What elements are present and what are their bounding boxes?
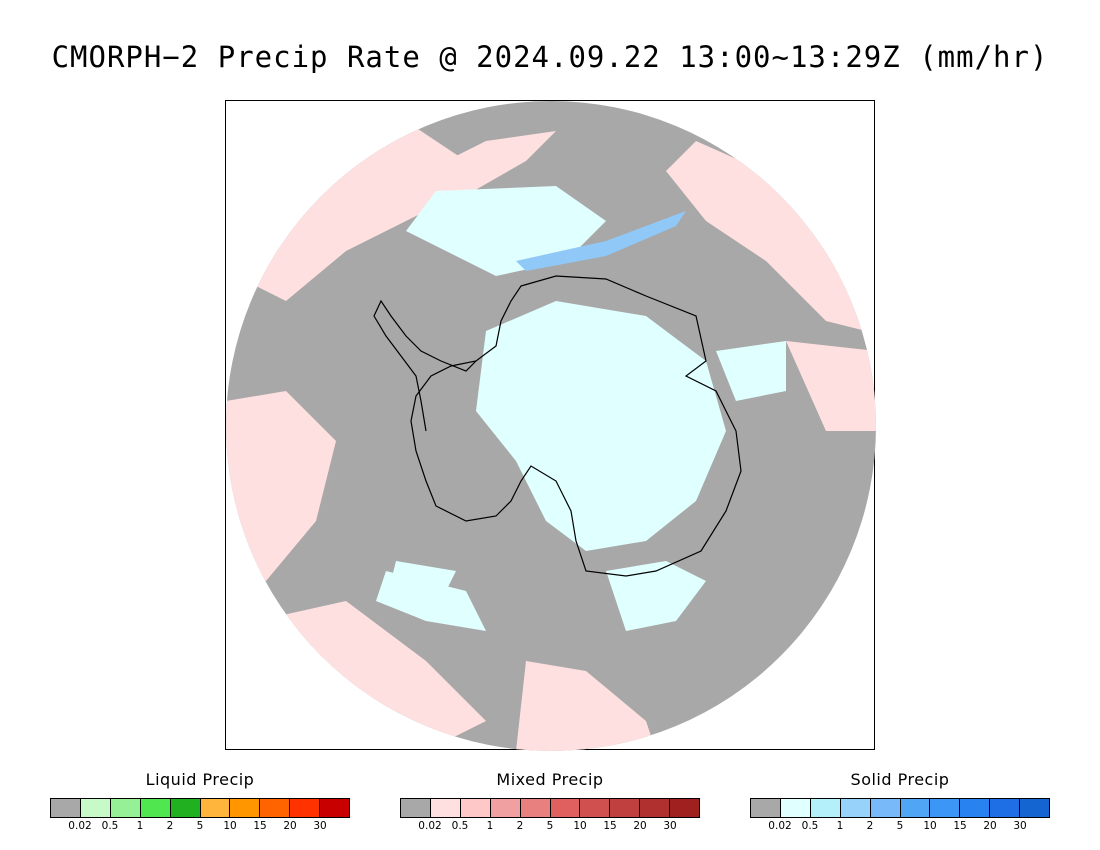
legend-tick-label: 0.02 — [768, 820, 792, 832]
legend-ticks-liquid: 0.02 0.5 1 2 5 10 15 20 30 — [50, 820, 350, 834]
legend-swatch — [610, 799, 641, 817]
legend-swatch — [490, 799, 521, 817]
precip-map — [226, 101, 876, 751]
solid-precip-region — [716, 341, 786, 401]
legend-swatch — [200, 799, 231, 817]
legend-tick-label: 20 — [633, 820, 647, 832]
legend-tick-label: 0.5 — [101, 820, 119, 832]
legend-swatch — [780, 799, 811, 817]
antarctica-coastline — [410, 275, 742, 577]
legend-tick-label: 15 — [953, 820, 967, 832]
legend-liquid: Liquid Precip 0.02 0.5 1 2 5 10 15 20 30 — [50, 770, 350, 834]
map-title: CMORPH−2 Precip Rate @ 2024.09.22 13:00~… — [51, 40, 1049, 74]
legend-tick-label: 5 — [196, 820, 204, 832]
legend-tick-label: 15 — [253, 820, 267, 832]
legend-tick-label: 20 — [983, 820, 997, 832]
solid-precip-band — [516, 211, 686, 271]
solid-precip-region — [606, 561, 706, 631]
legend-swatch — [230, 799, 261, 817]
legend-swatch — [580, 799, 611, 817]
legend-tick-label: 0.5 — [801, 820, 819, 832]
legend-solid: Solid Precip 0.02 0.5 1 2 5 10 15 20 30 — [750, 770, 1050, 834]
legend-swatch — [170, 799, 201, 817]
legend-tick-label: 2 — [516, 820, 524, 832]
legend-tick-label: 1 — [486, 820, 494, 832]
mixed-precip-region — [666, 141, 866, 331]
legend-swatch — [401, 799, 431, 817]
legend-swatch — [520, 799, 551, 817]
legend-tick-label: 5 — [546, 820, 554, 832]
precip-field — [226, 101, 876, 751]
legend-tick-label: 0.5 — [451, 820, 469, 832]
legend-tick-label: 2 — [166, 820, 174, 832]
legend-tick-label: 10 — [923, 820, 937, 832]
mixed-precip-region — [516, 661, 656, 751]
legend-swatch — [110, 799, 141, 817]
legend-tick-label: 2 — [866, 820, 874, 832]
legend-swatch — [930, 799, 961, 817]
legend-tick-label: 20 — [283, 820, 297, 832]
legend-title-mixed: Mixed Precip — [496, 770, 604, 789]
legend-mixed: Mixed Precip 0.02 0.5 1 2 5 10 15 20 30 — [400, 770, 700, 834]
legend-swatch — [840, 799, 871, 817]
legend-swatch — [430, 799, 461, 817]
legend-swatch — [260, 799, 291, 817]
legend-ticks-mixed: 0.02 0.5 1 2 5 10 15 20 30 — [400, 820, 700, 834]
legend-swatch — [990, 799, 1021, 817]
solid-precip-region — [476, 301, 726, 551]
mixed-precip-region — [226, 391, 336, 581]
legend-tick-label: 10 — [573, 820, 587, 832]
legend-ticks-solid: 0.02 0.5 1 2 5 10 15 20 30 — [750, 820, 1050, 834]
antarctic-peninsula — [373, 299, 477, 432]
legend-tick-label: 1 — [836, 820, 844, 832]
legend-swatch — [810, 799, 841, 817]
legend-swatch — [960, 799, 991, 817]
legend-swatch — [670, 799, 700, 817]
solid-precip-region — [376, 571, 486, 631]
legend-swatch — [1020, 799, 1050, 817]
legend-swatch — [290, 799, 321, 817]
legend-swatch — [900, 799, 931, 817]
map-frame — [225, 100, 876, 751]
mixed-precip-region — [406, 131, 556, 201]
legend-swatch — [751, 799, 781, 817]
legend-swatch — [51, 799, 81, 817]
legend-swatch — [870, 799, 901, 817]
mixed-precip-region — [786, 341, 876, 431]
legend-swatch — [140, 799, 171, 817]
legend-swatch — [640, 799, 671, 817]
legend-bar-solid — [750, 798, 1050, 818]
legend-tick-label: 0.02 — [68, 820, 92, 832]
legend-bar-liquid — [50, 798, 350, 818]
legend-title-solid: Solid Precip — [850, 770, 950, 789]
legend-tick-label: 1 — [136, 820, 144, 832]
legend-swatch — [320, 799, 350, 817]
legend-title-liquid: Liquid Precip — [145, 770, 255, 789]
legend-bar-mixed — [400, 798, 700, 818]
legend-tick-label: 5 — [896, 820, 904, 832]
legend-tick-label: 30 — [313, 820, 327, 832]
legend-swatch — [460, 799, 491, 817]
legend-tick-label: 30 — [663, 820, 677, 832]
legend-swatch — [550, 799, 581, 817]
legend-swatch — [80, 799, 111, 817]
legend-tick-label: 30 — [1013, 820, 1027, 832]
legend-tick-label: 0.02 — [418, 820, 442, 832]
legend-tick-label: 15 — [603, 820, 617, 832]
legend-tick-label: 10 — [223, 820, 237, 832]
